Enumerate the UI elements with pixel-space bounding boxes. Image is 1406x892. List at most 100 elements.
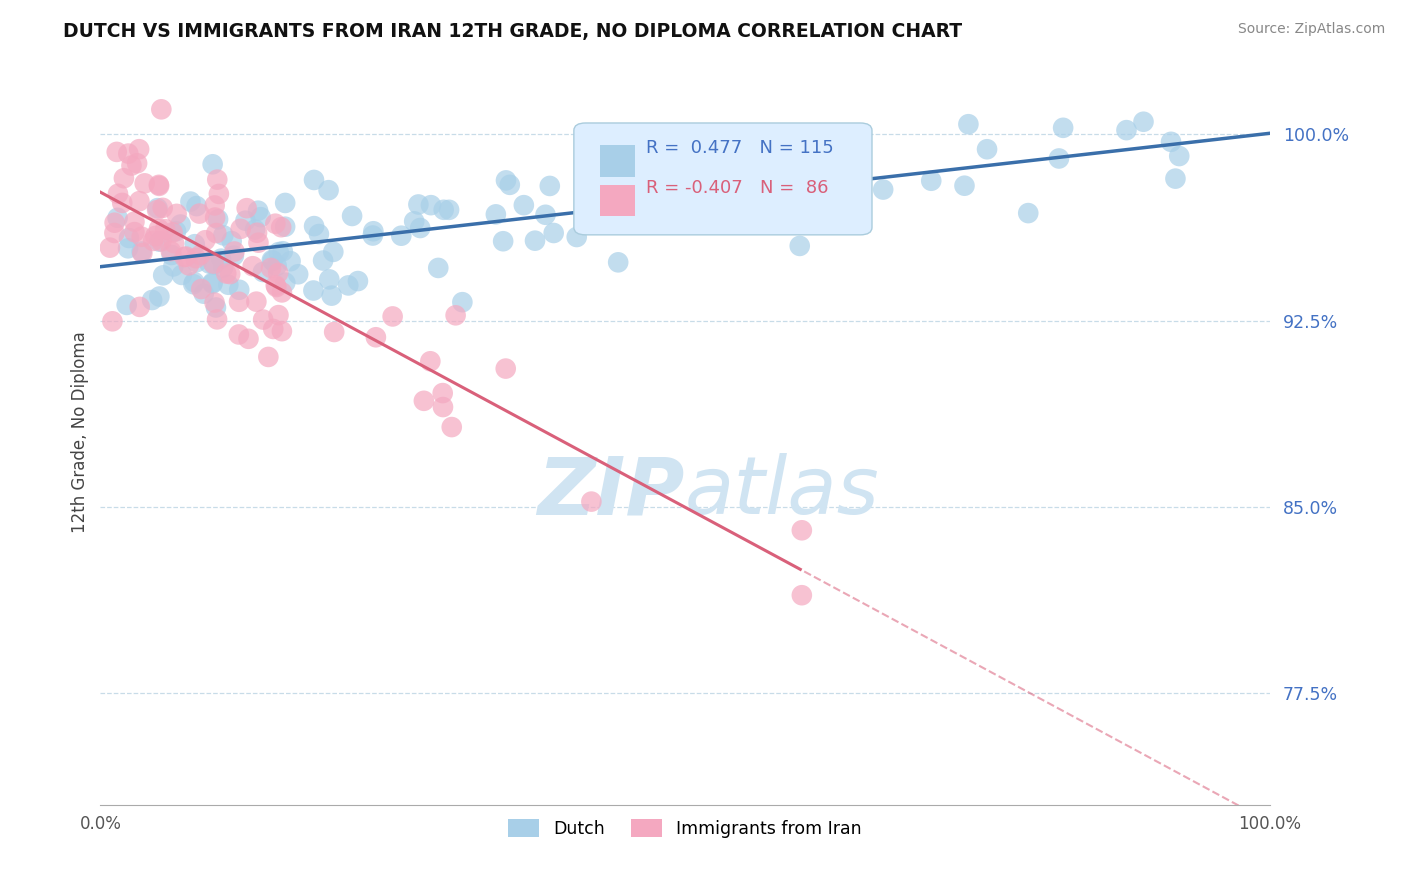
Point — [205, 301, 228, 315]
Point — [585, 197, 607, 211]
Point — [1052, 120, 1074, 135]
Point — [205, 312, 228, 326]
Point — [107, 186, 129, 201]
Point — [1160, 135, 1182, 149]
Point — [150, 235, 173, 249]
Point — [160, 248, 183, 262]
Point — [789, 239, 811, 253]
Point — [224, 244, 246, 259]
Point — [148, 178, 170, 192]
Point — [499, 178, 522, 192]
Point — [127, 156, 149, 170]
Point — [872, 183, 894, 197]
Point — [920, 174, 942, 188]
Point — [228, 294, 250, 309]
Point — [207, 212, 229, 227]
Point — [302, 219, 325, 233]
Point — [131, 229, 153, 244]
Point — [107, 211, 129, 225]
Point — [260, 253, 283, 268]
Point — [245, 294, 267, 309]
Point — [202, 256, 225, 270]
Point — [432, 386, 454, 401]
Point — [427, 260, 450, 275]
Point — [174, 250, 197, 264]
Point — [217, 277, 239, 292]
Point — [957, 117, 980, 131]
Point — [709, 215, 731, 229]
Point — [267, 266, 290, 280]
Point — [209, 252, 232, 266]
Point — [419, 354, 441, 368]
Point — [742, 193, 765, 207]
Point — [1115, 123, 1137, 137]
Point — [262, 322, 284, 336]
Point — [183, 275, 205, 289]
Point — [190, 248, 212, 262]
Point — [264, 278, 287, 293]
Point — [207, 172, 229, 186]
Point — [778, 178, 800, 193]
Point — [312, 253, 335, 268]
Point — [201, 277, 224, 291]
Point — [543, 226, 565, 240]
Point — [260, 260, 283, 275]
Point — [238, 332, 260, 346]
Point — [1017, 206, 1039, 220]
Point — [302, 173, 325, 187]
Point — [124, 215, 146, 229]
Point — [513, 198, 536, 212]
Point — [163, 236, 186, 251]
Point — [186, 255, 208, 269]
Point — [146, 201, 169, 215]
Point — [235, 201, 257, 215]
Point — [318, 272, 340, 286]
Text: ZIP: ZIP — [537, 453, 685, 531]
Point — [222, 249, 245, 263]
Point — [318, 183, 340, 197]
Point — [215, 267, 238, 281]
Point — [485, 207, 508, 221]
Point — [105, 145, 128, 159]
Point — [124, 225, 146, 239]
Y-axis label: 12th Grade, No Diploma: 12th Grade, No Diploma — [72, 332, 89, 533]
Point — [565, 230, 588, 244]
Point — [128, 300, 150, 314]
Point — [188, 206, 211, 220]
Point — [790, 588, 813, 602]
Point — [538, 178, 561, 193]
Point — [212, 228, 235, 243]
Point — [198, 256, 221, 270]
Point — [201, 157, 224, 171]
Point — [409, 221, 432, 235]
Point — [842, 158, 865, 172]
Point — [121, 159, 143, 173]
Legend: Dutch, Immigrants from Iran: Dutch, Immigrants from Iran — [501, 813, 869, 845]
Point — [173, 250, 195, 264]
Point — [134, 177, 156, 191]
Point — [104, 216, 127, 230]
Point — [131, 244, 153, 259]
Point — [208, 186, 231, 201]
Point — [145, 229, 167, 244]
Bar — [599, 145, 634, 177]
Point — [323, 325, 346, 339]
Point — [267, 308, 290, 322]
Point — [112, 171, 135, 186]
Point — [408, 197, 430, 211]
Point — [181, 277, 204, 292]
Point — [769, 193, 792, 207]
Point — [166, 207, 188, 221]
Point — [264, 217, 287, 231]
Point — [432, 400, 454, 414]
Point — [170, 268, 193, 282]
Point — [128, 142, 150, 156]
Point — [495, 361, 517, 376]
Point — [266, 280, 288, 294]
Point — [592, 130, 614, 145]
Point — [271, 285, 294, 300]
Point — [437, 202, 460, 217]
Text: Source: ZipAtlas.com: Source: ZipAtlas.com — [1237, 22, 1385, 37]
Point — [229, 222, 252, 236]
Point — [600, 153, 623, 167]
